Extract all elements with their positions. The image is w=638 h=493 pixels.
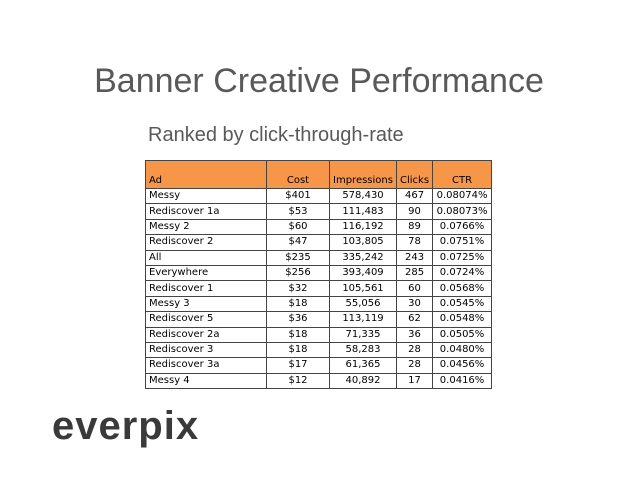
table-cell: 285 <box>395 264 434 282</box>
table-cell: $18 <box>266 295 330 313</box>
table-cell: 0.0480% <box>432 341 493 359</box>
header-cell: Impressions <box>329 160 397 189</box>
table-cell: 467 <box>395 187 434 205</box>
table-cell: Messy 4 <box>145 372 267 390</box>
table-cell: 36 <box>395 326 434 343</box>
table-cell: 89 <box>395 218 434 236</box>
table-cell: 0.0751% <box>432 234 493 251</box>
table-cell: 0.0548% <box>432 311 493 328</box>
header-cell: CTR <box>432 160 493 189</box>
table-cell: 55,056 <box>329 295 397 313</box>
table-cell: 116,192 <box>329 218 397 236</box>
table-cell: 28 <box>395 341 434 359</box>
table-cell: $235 <box>266 249 330 266</box>
table-cell: 113,119 <box>329 311 397 328</box>
table-cell: Messy 3 <box>145 295 267 313</box>
table-cell: $53 <box>266 203 330 220</box>
table-cell: 78 <box>395 234 434 251</box>
table-row: Rediscover 1a $53 111,483 90 0.08073% <box>145 203 493 220</box>
table-row: Messy 2 $60 116,192 89 0.0766% <box>145 218 493 236</box>
table-cell: All <box>145 249 267 266</box>
table-cell: 0.0545% <box>432 295 493 313</box>
table-cell: Messy <box>145 187 267 205</box>
table-cell: 0.0456% <box>432 357 493 374</box>
table-cell: 28 <box>395 357 434 374</box>
table-row: Messy 3 $18 55,056 30 0.0545% <box>145 295 493 313</box>
table-cell: $18 <box>266 341 330 359</box>
header-row: Ad Cost Impressions Clicks CTR <box>145 160 493 189</box>
table-cell: 71,335 <box>329 326 397 343</box>
table-cell: 105,561 <box>329 280 397 297</box>
table-cell: 0.0724% <box>432 264 493 282</box>
table-cell: 393,409 <box>329 264 397 282</box>
slide-subtitle: Ranked by click-through-rate <box>148 124 404 146</box>
table-cell: Messy 2 <box>145 218 267 236</box>
table-cell: 0.0725% <box>432 249 493 266</box>
table-row: Rediscover 1 $32 105,561 60 0.0568% <box>145 280 493 297</box>
table-row: Rediscover 3 $18 58,283 28 0.0480% <box>145 341 493 359</box>
table-cell: 0.08073% <box>432 203 493 220</box>
table-cell: 58,283 <box>329 341 397 359</box>
table-cell: $32 <box>266 280 330 297</box>
table-cell: 90 <box>395 203 434 220</box>
table-row: Messy 4 $12 40,892 17 0.0416% <box>145 372 493 390</box>
table-cell: Rediscover 1a <box>145 203 267 220</box>
table-cell: 30 <box>395 295 434 313</box>
header-cell: Ad <box>145 160 267 189</box>
header-cell: Clicks <box>395 160 434 189</box>
table-cell: $256 <box>266 264 330 282</box>
table-cell: 17 <box>395 372 434 390</box>
table-cell: 111,483 <box>329 203 397 220</box>
table-cell: $401 <box>266 187 330 205</box>
table-cell: 62 <box>395 311 434 328</box>
table-row: Rediscover 2 $47 103,805 78 0.0751% <box>145 234 493 251</box>
table-cell: $12 <box>266 372 330 390</box>
table-cell: 243 <box>395 249 434 266</box>
table-cell: $47 <box>266 234 330 251</box>
table-cell: $60 <box>266 218 330 236</box>
table-cell: Rediscover 5 <box>145 311 267 328</box>
table-row: Rediscover 3a $17 61,365 28 0.0456% <box>145 357 493 374</box>
table-cell: Everywhere <box>145 264 267 282</box>
slide-title: Banner Creative Performance <box>94 62 544 100</box>
table-row: Messy $401 578,430 467 0.08074% <box>145 187 493 205</box>
table-cell: 40,892 <box>329 372 397 390</box>
table-cell: Rediscover 2a <box>145 326 267 343</box>
table-cell: Rediscover 2 <box>145 234 267 251</box>
table-cell: 0.0568% <box>432 280 493 297</box>
table-cell: 335,242 <box>329 249 397 266</box>
table-cell: 0.0766% <box>432 218 493 236</box>
performance-table: Ad Cost Impressions Clicks CTR Messy $401 578,4… <box>145 160 493 390</box>
table-cell: $17 <box>266 357 330 374</box>
table-cell: 61,365 <box>329 357 397 374</box>
table-cell: Rediscover 3a <box>145 357 267 374</box>
table-cell: 103,805 <box>329 234 397 251</box>
header-cell: Cost <box>266 160 330 189</box>
table-row: All $235 335,242 243 0.0725% <box>145 249 493 266</box>
table-cell: Rediscover 3 <box>145 341 267 359</box>
logo: everpix <box>52 404 200 448</box>
table-cell: 0.08074% <box>432 187 493 205</box>
table-cell: $18 <box>266 326 330 343</box>
table-cell: $36 <box>266 311 330 328</box>
table-cell: 60 <box>395 280 434 297</box>
table-cell: 0.0416% <box>432 372 493 390</box>
table-cell: Rediscover 1 <box>145 280 267 297</box>
table-cell: 578,430 <box>329 187 397 205</box>
table-cell: 0.0505% <box>432 326 493 343</box>
table-row: Rediscover 2a $18 71,335 36 0.0505% <box>145 326 493 343</box>
table-row: Rediscover 5 $36 113,119 62 0.0548% <box>145 311 493 328</box>
table-row: Everywhere $256 393,409 285 0.0724% <box>145 264 493 282</box>
